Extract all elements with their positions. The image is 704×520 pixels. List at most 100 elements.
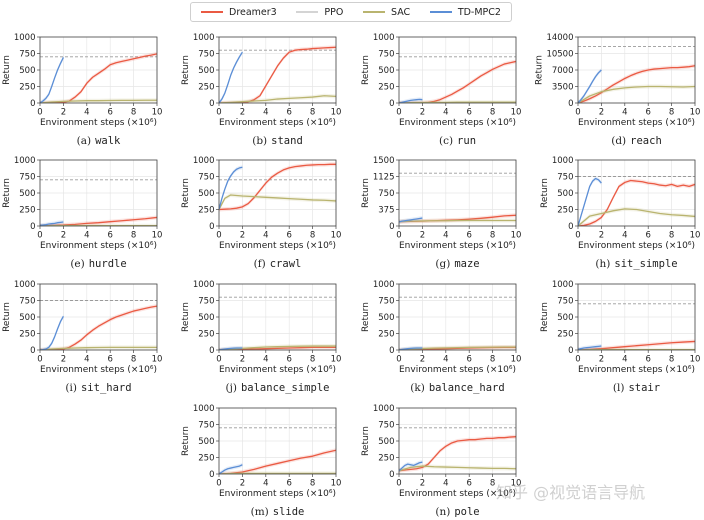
y-tick-label: 500 xyxy=(378,313,394,323)
y-tick-label: 500 xyxy=(378,437,394,447)
caption-letter: (h) xyxy=(595,258,610,270)
x-tick-label: 8 xyxy=(669,108,674,118)
x-axis-label: Environment steps (×10⁶) xyxy=(399,365,516,375)
series-band-td-mpc2 xyxy=(399,97,423,103)
series-line-td-mpc2 xyxy=(399,217,423,223)
x-tick-label: 10 xyxy=(152,108,163,118)
y-tick-label: 0 xyxy=(209,99,214,109)
series-band-dreamer3 xyxy=(578,178,695,226)
x-axis-label: Environment steps (×10⁶) xyxy=(219,118,336,128)
series-line-sac xyxy=(399,101,516,103)
x-tick-label: 0 xyxy=(575,231,580,241)
series-line-sac xyxy=(40,346,157,350)
subplot-stand: 0 2 4 6 8 10 0 250 500 750 1000 Environment steps (… xyxy=(181,33,342,147)
x-tick-label: 10 xyxy=(690,231,701,241)
legend: Dreamer3 PPO SAC TD-MPC2 xyxy=(190,2,512,22)
x-tick-label: 0 xyxy=(396,108,401,118)
y-tick-label: 750 xyxy=(19,297,35,307)
x-tick-label: 0 xyxy=(216,231,221,241)
x-tick-label: 8 xyxy=(490,231,495,241)
subplot-slide: 0 2 4 6 8 10 0 250 500 750 1000 Environment steps (… xyxy=(181,404,342,518)
series-line-dreamer3 xyxy=(578,340,695,350)
y-tick-label: 0 xyxy=(389,222,394,232)
series-line-dreamer3 xyxy=(219,449,336,474)
caption-letter: (n) xyxy=(435,506,450,518)
y-tick-label: 500 xyxy=(557,313,573,323)
subplot-caption: (j) balance_simple xyxy=(226,382,330,394)
y-tick-label: 1000 xyxy=(14,33,36,43)
series-band-sac xyxy=(219,193,336,212)
caption-letter: (c) xyxy=(439,135,453,147)
y-axis-label: Return xyxy=(181,426,191,456)
legend-label-ppo: PPO xyxy=(324,6,344,18)
legend-label-td-mpc2: TD-MPC2 xyxy=(457,6,501,18)
caption-task-name: crawl xyxy=(270,258,302,270)
x-tick-label: 8 xyxy=(669,231,674,241)
subplot-sit-hard: 0 2 4 6 8 10 0 250 500 750 1000 Environment steps (… xyxy=(2,280,163,394)
subplot-balance-simple: 0 2 4 6 8 10 0 250 500 750 1000 Environment steps (… xyxy=(181,280,342,394)
legend-label-sac: SAC xyxy=(390,6,411,18)
y-axis-label: Return xyxy=(540,302,550,332)
y-tick-label: 750 xyxy=(19,173,35,183)
y-tick-label: 0 xyxy=(30,346,35,356)
y-tick-label: 7000 xyxy=(552,66,574,76)
series-line-sac xyxy=(40,99,157,103)
x-tick-label: 6 xyxy=(466,231,471,241)
x-tick-label: 4 xyxy=(263,108,268,118)
series-line-td-mpc2 xyxy=(219,166,243,210)
y-axis-label: Return xyxy=(181,55,191,85)
series-line-sac xyxy=(219,194,336,210)
series-line-td-mpc2 xyxy=(399,98,423,103)
x-tick-label: 6 xyxy=(107,108,112,118)
x-tick-label: 4 xyxy=(622,355,627,365)
x-axis-label: Environment steps (×10⁶) xyxy=(399,118,516,128)
series-line-td-mpc2 xyxy=(399,347,423,350)
caption-task-name: stand xyxy=(271,135,303,147)
x-tick-label: 6 xyxy=(466,355,471,365)
x-axis-label: Environment steps (×10⁶) xyxy=(578,241,695,251)
y-tick-label: 10500 xyxy=(546,50,573,60)
x-tick-label: 10 xyxy=(511,231,522,241)
series-line-td-mpc2 xyxy=(219,51,243,103)
watermark: 知乎 @视觉语言导航 xyxy=(496,483,646,502)
y-tick-label: 750 xyxy=(198,50,214,60)
subplot-crawl: 0 2 4 6 8 10 0 250 500 750 1000 Environment steps (… xyxy=(181,156,342,270)
legend-swatch-dreamer3 xyxy=(201,11,223,13)
y-tick-label: 0 xyxy=(568,346,573,356)
x-tick-label: 0 xyxy=(396,355,401,365)
y-tick-label: 750 xyxy=(198,173,214,183)
y-tick-label: 750 xyxy=(19,50,35,60)
y-axis-label: Return xyxy=(361,426,371,456)
subplot-maze: 0 2 4 6 8 10 0 375 750 1125 1500 Environment steps … xyxy=(361,156,522,270)
y-tick-label: 1000 xyxy=(193,156,215,166)
x-tick-label: 2 xyxy=(240,231,245,241)
x-tick-label: 10 xyxy=(331,231,342,241)
series-band-dreamer3 xyxy=(40,304,157,350)
y-tick-label: 500 xyxy=(378,66,394,76)
caption-letter: (f) xyxy=(254,258,266,270)
x-tick-label: 0 xyxy=(575,108,580,118)
x-axis-label: Environment steps (×10⁶) xyxy=(578,365,695,375)
subplot-caption: (d) reach xyxy=(611,135,662,147)
x-tick-label: 0 xyxy=(575,355,580,365)
y-axis-label: Return xyxy=(181,178,191,208)
x-tick-label: 2 xyxy=(599,108,604,118)
y-tick-label: 1000 xyxy=(14,280,36,290)
x-tick-label: 2 xyxy=(61,108,66,118)
y-axis-label: Return xyxy=(2,178,12,208)
caption-letter: (m) xyxy=(251,506,269,518)
y-axis-label: Return xyxy=(361,55,371,85)
subplot-caption: (m) slide xyxy=(251,506,305,518)
y-tick-label: 0 xyxy=(389,346,394,356)
series-line-dreamer3 xyxy=(219,346,336,350)
y-tick-label: 250 xyxy=(198,206,214,216)
caption-task-name: maze xyxy=(454,258,479,270)
y-tick-label: 3500 xyxy=(552,83,574,93)
subplot-stair: 0 2 4 6 8 10 0 250 500 750 1000 Environment steps (… xyxy=(540,280,701,394)
caption-letter: (k) xyxy=(410,382,425,394)
x-tick-label: 2 xyxy=(240,108,245,118)
x-tick-label: 8 xyxy=(310,231,315,241)
series-line-sac xyxy=(578,208,695,226)
series-band-dreamer3 xyxy=(40,51,157,103)
